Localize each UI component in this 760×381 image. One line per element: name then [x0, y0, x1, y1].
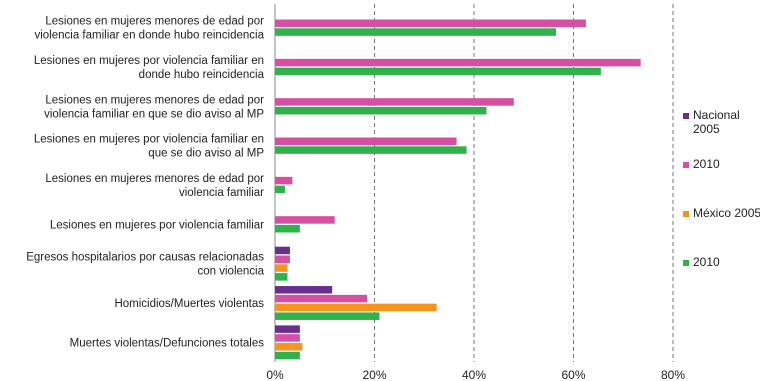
- bar: [275, 334, 300, 342]
- x-tick-label: 40%: [462, 368, 486, 381]
- bar: [275, 325, 300, 333]
- legend-swatch: [683, 260, 689, 266]
- bar: [275, 224, 300, 233]
- bar: [275, 67, 601, 76]
- category-label: Lesiones en mujeres menores de edad por v…: [45, 173, 264, 199]
- bar: [275, 303, 437, 312]
- legend-swatch: [683, 162, 689, 168]
- legend-entry: 2010: [693, 157, 720, 171]
- bar: [275, 28, 557, 36]
- category-label: Lesiones en mujeres por violencia famili…: [34, 55, 265, 81]
- bar: [275, 146, 467, 154]
- bar: [275, 264, 288, 272]
- x-axis-ticks: 0% 20% 40% 60% 80%: [266, 368, 685, 381]
- bar: [275, 176, 293, 185]
- bar: [275, 286, 333, 294]
- bar: [275, 312, 380, 320]
- bar: [275, 342, 303, 351]
- x-tick-label: 60%: [561, 368, 585, 381]
- x-tick-label: 20%: [362, 368, 386, 381]
- category-label: Lesiones en mujeres menores de edad por v…: [44, 94, 264, 120]
- category-label: Homicidios/Muertes violentas: [114, 298, 264, 310]
- bar: [275, 98, 514, 106]
- bars: [275, 19, 641, 360]
- bar: [275, 137, 457, 146]
- category-label: Egresos hospitalarios por causas relacio…: [26, 252, 264, 278]
- legend-entry: México 2005: [693, 206, 760, 220]
- legend-entry: 2010: [693, 255, 720, 269]
- bar: [275, 106, 487, 115]
- bar: [275, 351, 300, 360]
- bar: [275, 255, 290, 264]
- bar: [275, 58, 641, 67]
- category-label: Lesiones en mujeres por violencia famili…: [34, 134, 264, 160]
- category-label: Muertes violentas/Defunciones totales: [70, 337, 265, 349]
- bar: [275, 216, 335, 224]
- x-tick-label: 80%: [661, 368, 685, 381]
- category-label: Lesiones en mujeres por violencia famili…: [50, 219, 264, 231]
- x-tick-label: 0%: [266, 368, 284, 381]
- category-labels: Lesiones en mujeres menores de edad por v…: [26, 16, 264, 350]
- bar: [275, 273, 288, 281]
- category-label: Lesiones en mujeres menores de edad por v…: [34, 16, 264, 42]
- bar: [275, 19, 586, 28]
- legend-entry: Nacional 2005: [693, 108, 740, 136]
- legend-swatch: [683, 113, 689, 119]
- bar: [275, 185, 285, 194]
- legend: Nacional 2005 2010 México 2005 2010: [683, 108, 760, 269]
- legend-swatch: [683, 211, 689, 217]
- bar: [275, 294, 368, 303]
- bar: [275, 246, 290, 255]
